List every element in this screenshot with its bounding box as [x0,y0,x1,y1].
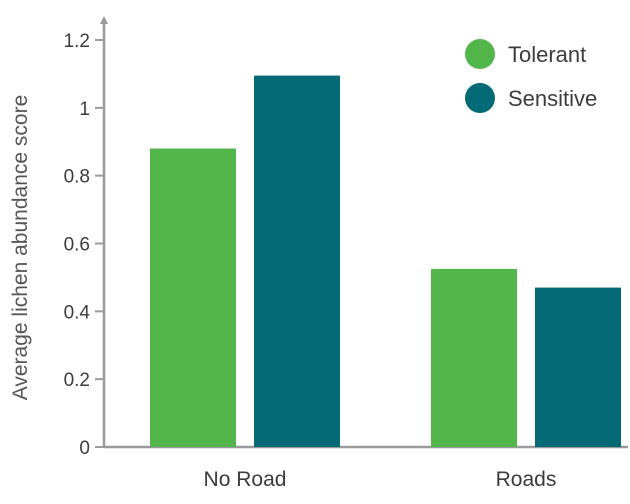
x-axis-labels: No Road Roads [204,468,557,491]
bar-sensitive-roads [535,287,621,447]
y-tick-label: 0.6 [64,235,90,256]
x-category-label: Roads [496,468,557,491]
y-axis-ticks: 0 0.2 0.4 0.6 0.8 1 1.2 [64,31,104,459]
bar-tolerant-roads [431,268,517,447]
y-axis-arrow-icon [100,16,108,24]
y-tick-label: 0.2 [64,370,90,391]
bar-tolerant-no-road [150,148,236,448]
y-axis-title: Average lichen abundance score [9,95,32,401]
bar-sensitive-no-road [254,75,340,448]
y-tick-label: 0 [79,438,90,459]
y-tick-label: 0.4 [64,302,91,323]
legend-swatch-tolerant [465,39,495,69]
y-tick-label: 1.2 [64,31,90,52]
x-category-label: No Road [204,468,287,491]
y-tick-label: 1 [79,99,90,120]
legend-label-tolerant: Tolerant [508,42,586,67]
legend-swatch-sensitive [465,83,495,113]
bars [150,75,621,448]
y-tick-label: 0.8 [64,167,90,188]
legend-label-sensitive: Sensitive [508,86,597,111]
legend: Tolerant Sensitive [465,39,597,113]
